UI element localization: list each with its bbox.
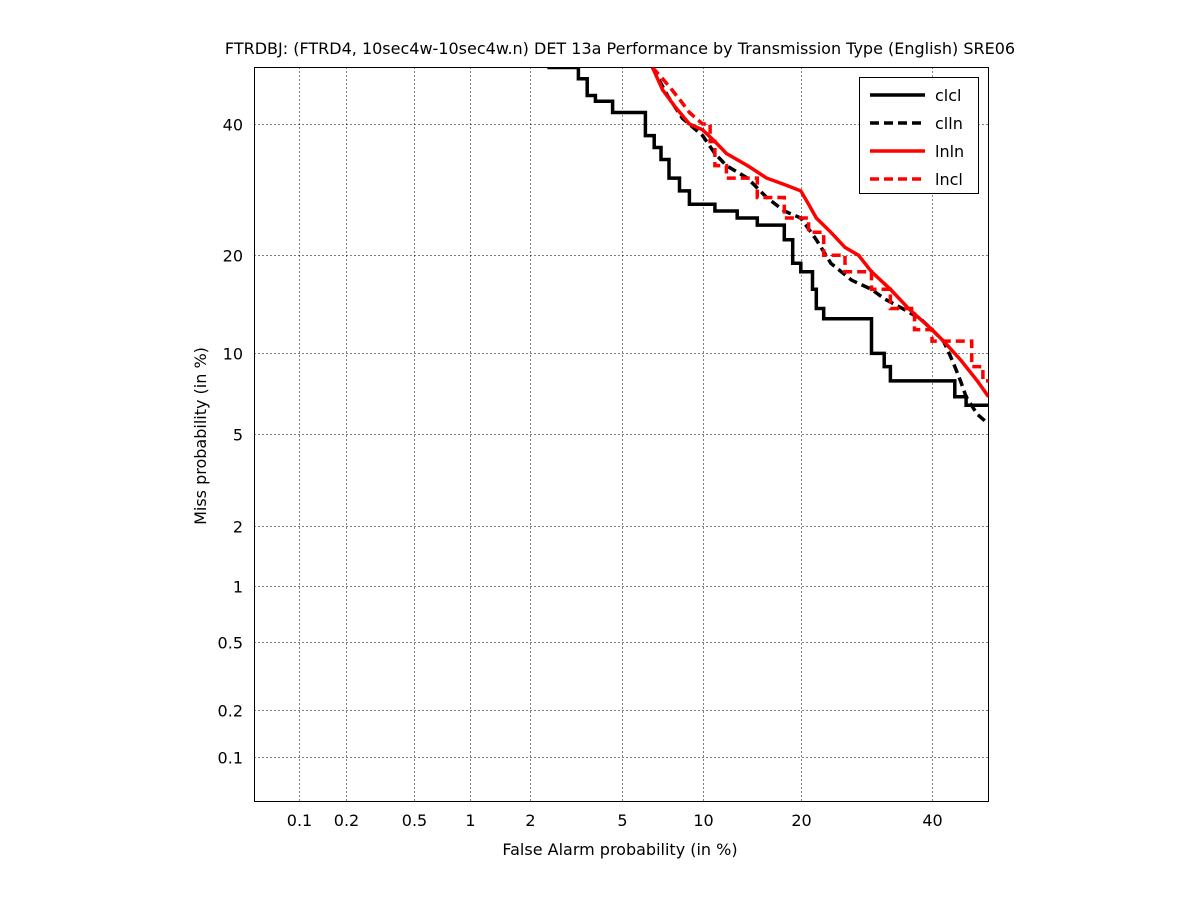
y-tick-label: 0.1	[218, 749, 243, 768]
legend: clcl clln lnln lncl	[859, 77, 979, 194]
y-tick-label: 2	[233, 518, 243, 537]
x-tick-label: 0.1	[287, 811, 312, 830]
x-axis-label: False Alarm probability (in %)	[502, 840, 737, 859]
y-axis-label: Miss probability (in %)	[191, 347, 210, 525]
plot-frame	[254, 67, 989, 802]
series-line-lnln	[650, 67, 989, 398]
x-tick-label: 5	[617, 811, 627, 830]
x-tick-label: 10	[693, 811, 713, 830]
series-lines	[547, 67, 989, 426]
y-tick-label: 5	[233, 426, 243, 445]
y-tick-labels: 0.1 0.2 0.5 1 2 5 10 20 40	[218, 116, 243, 768]
x-tick-label: 1	[465, 811, 475, 830]
legend-label-clcl: clcl	[935, 86, 961, 105]
y-tick-label: 0.5	[218, 634, 243, 653]
y-tick-label: 10	[223, 345, 243, 364]
x-tick-label: 0.2	[334, 811, 359, 830]
x-tick-label: 2	[525, 811, 535, 830]
legend-label-clln: clln	[935, 114, 963, 133]
x-tick-label: 40	[922, 811, 942, 830]
chart-title: FTRDBJ: (FTRD4, 10sec4w-10sec4w.n) DET 1…	[225, 39, 1015, 58]
y-tick-label: 0.2	[218, 702, 243, 721]
legend-label-lnln: lnln	[935, 142, 964, 161]
y-tick-label: 20	[223, 247, 243, 266]
series-line-clcl	[547, 67, 989, 407]
legend-box	[859, 77, 979, 194]
x-tick-label: 20	[791, 811, 811, 830]
y-tick-label: 1	[233, 578, 243, 597]
x-tick-labels: 0.1 0.2 0.5 1 2 5 10 20 40	[287, 811, 943, 830]
series-line-clln	[650, 67, 989, 426]
x-tick-label: 0.5	[402, 811, 427, 830]
legend-label-lncl: lncl	[935, 170, 963, 189]
y-tick-label: 40	[223, 116, 243, 135]
